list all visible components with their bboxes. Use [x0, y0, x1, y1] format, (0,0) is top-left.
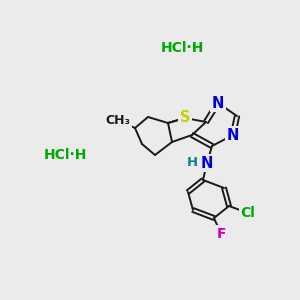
- Text: N: N: [227, 128, 239, 142]
- Text: N: N: [201, 155, 213, 170]
- Text: CH₃: CH₃: [106, 113, 130, 127]
- Text: S: S: [180, 110, 190, 125]
- Text: Cl: Cl: [241, 206, 255, 220]
- Text: HCl·H: HCl·H: [43, 148, 87, 162]
- Text: H: H: [186, 157, 198, 169]
- Text: HCl·H: HCl·H: [160, 41, 204, 55]
- Text: N: N: [212, 95, 224, 110]
- Text: F: F: [216, 227, 226, 241]
